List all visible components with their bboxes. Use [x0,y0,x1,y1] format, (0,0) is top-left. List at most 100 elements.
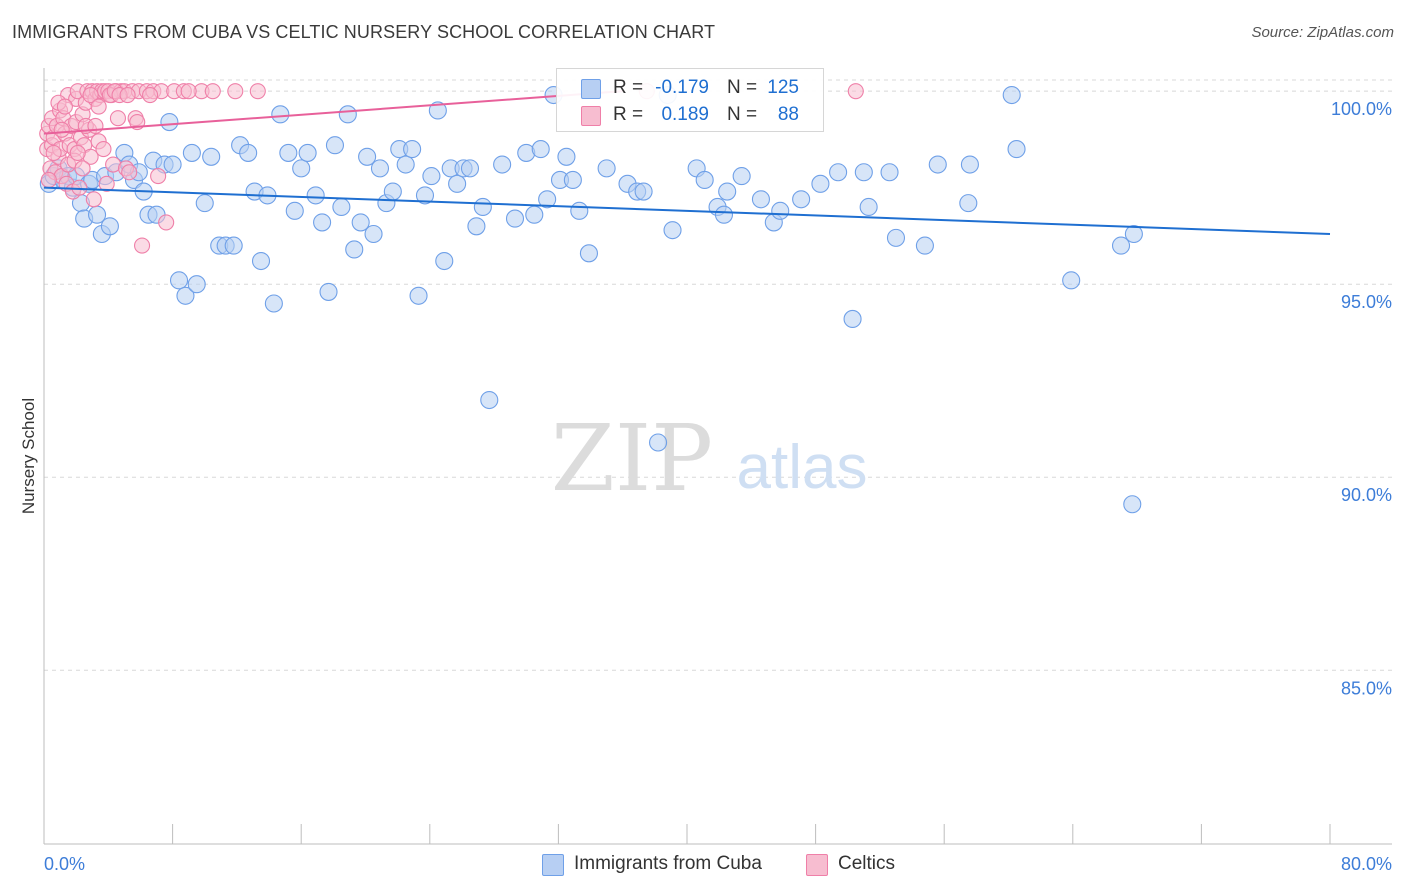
cuba-point [285,201,304,220]
cuba-point [403,140,422,159]
chart-title: IMMIGRANTS FROM CUBA VS CELTIC NURSERY S… [12,22,716,42]
celtics-point [71,179,88,196]
cuba-point [859,197,878,217]
cuba-point [570,201,589,220]
cuba-point [306,186,325,205]
celtics-point [74,160,91,177]
cuba-point [771,201,790,220]
celtics-point [227,83,244,100]
cuba-point [345,240,364,259]
cuba-point [505,209,525,228]
legend-n-value: 125 [767,77,799,98]
cuba-point [415,186,435,205]
x-tick-label: 80.0% [1341,854,1392,874]
legend-swatch-cuba [581,79,601,99]
cuba-point [579,244,598,263]
cuba-point [351,213,370,232]
celtics-trendline [43,90,623,135]
cuba-point [886,228,906,247]
cuba-point [182,143,201,162]
celtics-point [150,168,167,185]
cuba-point [695,170,714,190]
celtics-point [98,175,115,192]
y-tick-label: 85.0% [1341,678,1392,698]
watermark: ZIP atlas [551,405,868,512]
grid-layer [44,79,1392,671]
cuba-point [224,236,243,255]
correlation-legend: R = -0.179 N = 125 R = 0.189 N = 88 [556,68,824,132]
celtics-point [847,83,864,100]
cuba-point [460,159,480,178]
cuba-point [298,143,317,162]
cuba-point [313,213,332,232]
celtics-point [249,83,266,100]
x-tick-label: 0.0% [44,854,85,874]
series-legend: Immigrants from Cuba Celtics [0,852,1406,878]
legend-row-celtics: R = 0.189 N = 88 [557,102,823,128]
cuba-point [448,174,467,193]
celtics-point [56,98,73,115]
celtics-point [69,144,86,161]
series-label-celtics: Celtics [838,853,896,874]
celtics-point [90,98,107,115]
cuba-point [338,105,357,124]
cuba-point [396,155,415,174]
celtics-point [121,164,138,181]
cuba-point [176,286,195,305]
celtics-point [53,121,70,138]
celtics-point [134,237,151,254]
y-axis-label: Nursery School [19,398,38,514]
cuba-point [829,163,848,182]
axis-layer [43,68,1392,845]
celtics-point [95,141,112,158]
watermark-zip: ZIP [551,405,713,512]
cuba-point [239,143,258,162]
celtics-point [204,83,221,100]
celtics-point [119,86,136,104]
cuba-point [751,190,770,209]
legend-row-cuba: R = -0.179 N = 125 [557,75,823,101]
legend-r-value: 0.189 [661,104,709,125]
cuba-point [811,174,830,193]
cuba-point [792,190,811,209]
cuba-point [473,197,492,217]
y-tick-label: 100.0% [1331,99,1392,119]
cuba-point [854,163,873,182]
cuba-point [525,205,544,224]
cuba-point [634,182,653,201]
celtics-point [180,83,197,100]
cuba-point [714,205,734,224]
cuba-point [195,194,214,213]
celtics-point [40,171,57,189]
cuba-point [663,221,682,240]
legend-r-label: R = [613,77,644,98]
cuba-point [1007,140,1026,159]
source-label: Source: ZipAtlas.com [1251,24,1394,41]
cuba-point [163,155,182,174]
cuba-point [187,275,206,294]
cuba-point [325,136,345,155]
cuba-point [319,282,338,301]
legend-r-value: -0.179 [655,77,709,98]
cuba-point [1124,224,1143,244]
cuba-point [364,224,383,244]
cuba-point [251,251,271,271]
cuba-point [843,309,862,328]
cuba-point [915,236,934,255]
cuba-point [358,147,377,166]
celtics-point [109,110,126,127]
cuba-point [435,251,454,271]
cuba-point [264,294,283,313]
cuba-point [370,159,390,178]
celtics-point [142,86,159,104]
cuba-point [279,143,298,162]
cuba-point [467,217,486,236]
cuba-point [480,390,499,410]
cuba-point [732,167,751,186]
cuba-point [597,159,616,178]
cuba-point [100,217,119,236]
celtics-point [85,191,102,208]
cuba-point [1123,495,1142,514]
cuba-point [169,271,189,290]
